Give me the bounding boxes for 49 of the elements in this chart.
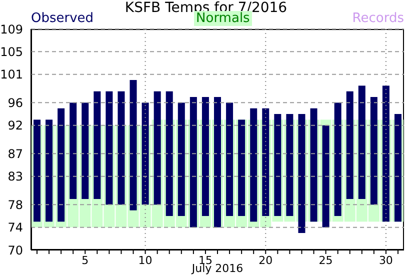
x-tick-label: 10 [138, 254, 152, 267]
bar [106, 91, 113, 205]
bar [238, 120, 246, 216]
y-tick-label: 70 [8, 243, 23, 258]
y-tick-label: 101 [0, 68, 23, 82]
x-tick-label: 5 [82, 254, 89, 267]
bar [214, 97, 221, 228]
y-tick-label: 83 [8, 170, 23, 184]
bar [82, 102, 89, 199]
bar [46, 120, 53, 222]
bar [334, 102, 342, 216]
bar [58, 108, 65, 222]
bar [394, 114, 402, 222]
bar [382, 86, 390, 222]
x-tick-label: 30 [378, 254, 393, 267]
bar [286, 114, 294, 216]
bar [118, 91, 125, 205]
bar [94, 91, 101, 199]
bar [274, 114, 282, 216]
bar [346, 91, 354, 199]
y-tick-label: 109 [0, 22, 23, 36]
bar [202, 97, 209, 216]
y-tick-label: 78 [8, 198, 23, 212]
bar [190, 97, 197, 228]
y-tick-label: 92 [8, 118, 23, 133]
bar [250, 108, 258, 222]
bar [298, 114, 306, 233]
y-tick-label: 96 [8, 96, 23, 110]
y-tick-label: 87 [8, 146, 23, 161]
bar [154, 91, 161, 205]
bar [370, 97, 378, 205]
y-tick-label: 105 [0, 44, 23, 59]
bar [262, 108, 270, 216]
text: Observed [31, 11, 94, 26]
bar [226, 102, 234, 216]
bar [322, 125, 330, 228]
y-tick-label: 74 [8, 220, 23, 235]
x-tick-label: 25 [318, 254, 333, 267]
bar [34, 120, 41, 222]
legend-label: Records [352, 11, 404, 26]
bar [70, 102, 77, 199]
bar [166, 91, 173, 216]
bar [358, 86, 366, 199]
bar [178, 102, 185, 216]
x-tick-label: 20 [258, 254, 273, 267]
x-axis-title: July 2016 [190, 262, 244, 275]
bar [310, 108, 318, 222]
bar [142, 102, 149, 205]
bar [130, 80, 137, 210]
